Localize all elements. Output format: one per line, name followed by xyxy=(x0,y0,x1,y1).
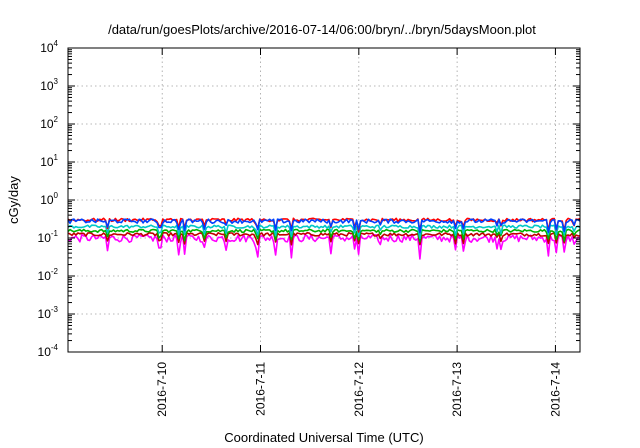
series-line-3 xyxy=(67,228,581,243)
y-tick-label: 101 xyxy=(40,153,58,169)
y-tick-label: 10-3 xyxy=(38,305,59,321)
y-tick-label: 100 xyxy=(40,191,58,207)
grid xyxy=(68,48,580,352)
chart-title: /data/run/goesPlots/archive/2016-07-14/0… xyxy=(108,22,536,37)
x-axis-label: Coordinated Universal Time (UTC) xyxy=(224,430,423,445)
series-line-1 xyxy=(67,233,581,260)
x-tick-label: 2016-7-13 xyxy=(450,362,464,417)
x-tick-label: 2016-7-14 xyxy=(548,362,562,417)
x-axis: 2016-7-10 2016-7-11 2016-7-12 2016-7-13 2016… xyxy=(155,48,562,417)
series-line-2 xyxy=(67,232,581,246)
x-tick-label: 2016-7-12 xyxy=(352,362,366,417)
y-tick-label: 104 xyxy=(40,39,58,55)
series-line-6 xyxy=(67,218,581,234)
y-axis: 10-4 10-3 10-2 10-1 100 101 102 103 104 xyxy=(38,39,580,359)
y-tick-label: 10-4 xyxy=(38,343,59,359)
series-layer xyxy=(67,217,581,260)
y-tick-label: 102 xyxy=(40,115,58,131)
y-tick-label: 10-1 xyxy=(38,229,59,245)
y-axis-label: cGy/day xyxy=(6,176,21,224)
x-tick-label: 2016-7-10 xyxy=(155,362,169,417)
y-tick-label: 103 xyxy=(40,77,58,93)
y-tick-label: 10-2 xyxy=(38,267,59,283)
series-line-4 xyxy=(67,224,581,240)
x-tick-label: 2016-7-11 xyxy=(254,362,268,416)
